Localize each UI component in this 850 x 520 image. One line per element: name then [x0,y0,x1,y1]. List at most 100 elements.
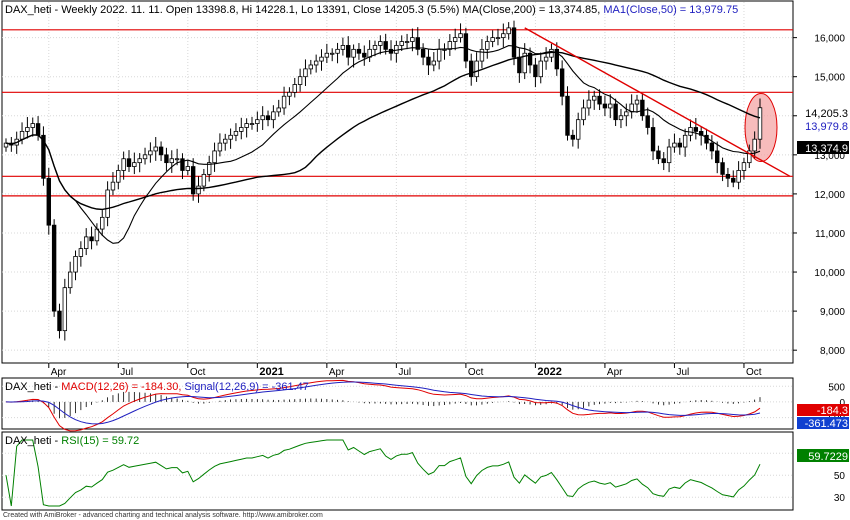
candle-body [276,107,281,113]
footer-credit: Created with AmiBroker - advanced charti… [3,512,323,519]
candle-body [25,127,30,132]
candle-body [709,142,715,152]
candle-body [410,37,415,42]
candle-body [693,127,699,132]
macd-value-badges: -184.3-361.473 [797,404,849,430]
x-tick-label: Apr [51,367,67,378]
candle-body [485,41,490,50]
x-tick-label: Apr [329,367,345,378]
candle-body [559,68,565,97]
candle-body [570,134,576,140]
candle-body [399,41,404,46]
candle-body [394,45,399,54]
price-panel-frame [1,0,794,364]
candle-body [190,166,196,195]
candle-body [581,107,586,121]
candle-body [329,52,335,55]
candle-body [661,158,666,164]
candle-body [51,224,57,312]
candle-body [383,41,388,50]
candle-body [602,103,608,109]
candle-body [287,91,292,97]
x-tick-label: Oct [190,367,206,378]
candle-body [731,177,736,183]
candle-body [46,177,51,226]
candle-body [174,158,180,161]
candle-body [271,111,276,121]
rsi-value-badge: 59.7229 [808,451,848,463]
price-title: DAX_heti - Weekly 2022. 11. 11. Open 133… [5,4,738,16]
candle-body [474,60,479,78]
signal-value-badge-bg [797,417,849,429]
candle-body [19,130,25,140]
signal-line [5,381,761,425]
candle-body [356,48,362,54]
candle-body [624,111,629,117]
candle-body [725,173,731,179]
rsi-series [5,439,761,507]
candle-body [682,134,688,148]
candle-body [308,64,314,70]
rsi-y-tick-label: 50 [834,471,846,482]
candle-body [575,119,581,140]
candle-body [30,123,35,128]
candle-body [634,99,640,105]
candle-body [543,56,549,62]
candle-body [158,146,164,156]
candle-body [105,189,110,218]
candle-body [447,41,453,50]
price-y-tick-label: 9,000 [820,307,845,318]
candle-body [752,138,757,152]
candle-body [153,146,158,152]
ma200-value-badge: 13,374.9 [805,143,848,155]
candle-body [586,99,592,109]
signal-value-badge: -361.473 [805,418,848,430]
candle-body [110,181,116,191]
candle-body [132,162,137,167]
candle-body [142,154,148,160]
candle-body [180,158,185,171]
candle-body [249,123,255,125]
candle-body [169,158,174,164]
candle-body [736,170,741,183]
candle-body [233,130,239,136]
candle-body [228,134,233,140]
rsi-value-badges: 59.7229 [797,449,849,463]
candle-body [554,48,559,70]
candle-body [452,37,458,42]
candle-body [121,158,126,171]
candle-body [62,287,68,332]
price-y-tick-label: 8,000 [820,346,845,357]
candle-body [527,52,533,66]
candle-body [116,170,121,183]
macd-panel-frame [1,377,794,430]
candle-body [292,84,297,93]
x-tick-label: Apr [607,367,623,378]
candle-body [185,166,191,171]
candle-body [592,95,597,101]
candle-body [313,60,319,66]
rsi-gridlines [2,452,793,498]
macd-value-badge-bg [797,404,849,416]
candle-body [597,95,602,105]
candle-body [720,162,725,175]
candle-body [613,103,618,121]
close-value-badge-bg [797,106,849,119]
candle-body [340,45,346,50]
rsi-y-tick-label: 30 [834,493,846,504]
candle-body [35,123,41,136]
ma50-value-badge: 13,979.8 [805,121,848,133]
candle-body [522,52,527,74]
rsi-panel-frame [1,431,794,511]
candle-body [67,271,73,289]
candle-body [148,150,153,156]
ma50-line [5,45,761,244]
trendline [524,27,791,177]
candle-body [426,56,431,66]
x-tick-label: Oct [746,367,762,378]
candle-body [747,150,752,164]
candle-body [351,48,356,58]
candle-body [217,142,223,152]
candle-body [319,56,324,62]
